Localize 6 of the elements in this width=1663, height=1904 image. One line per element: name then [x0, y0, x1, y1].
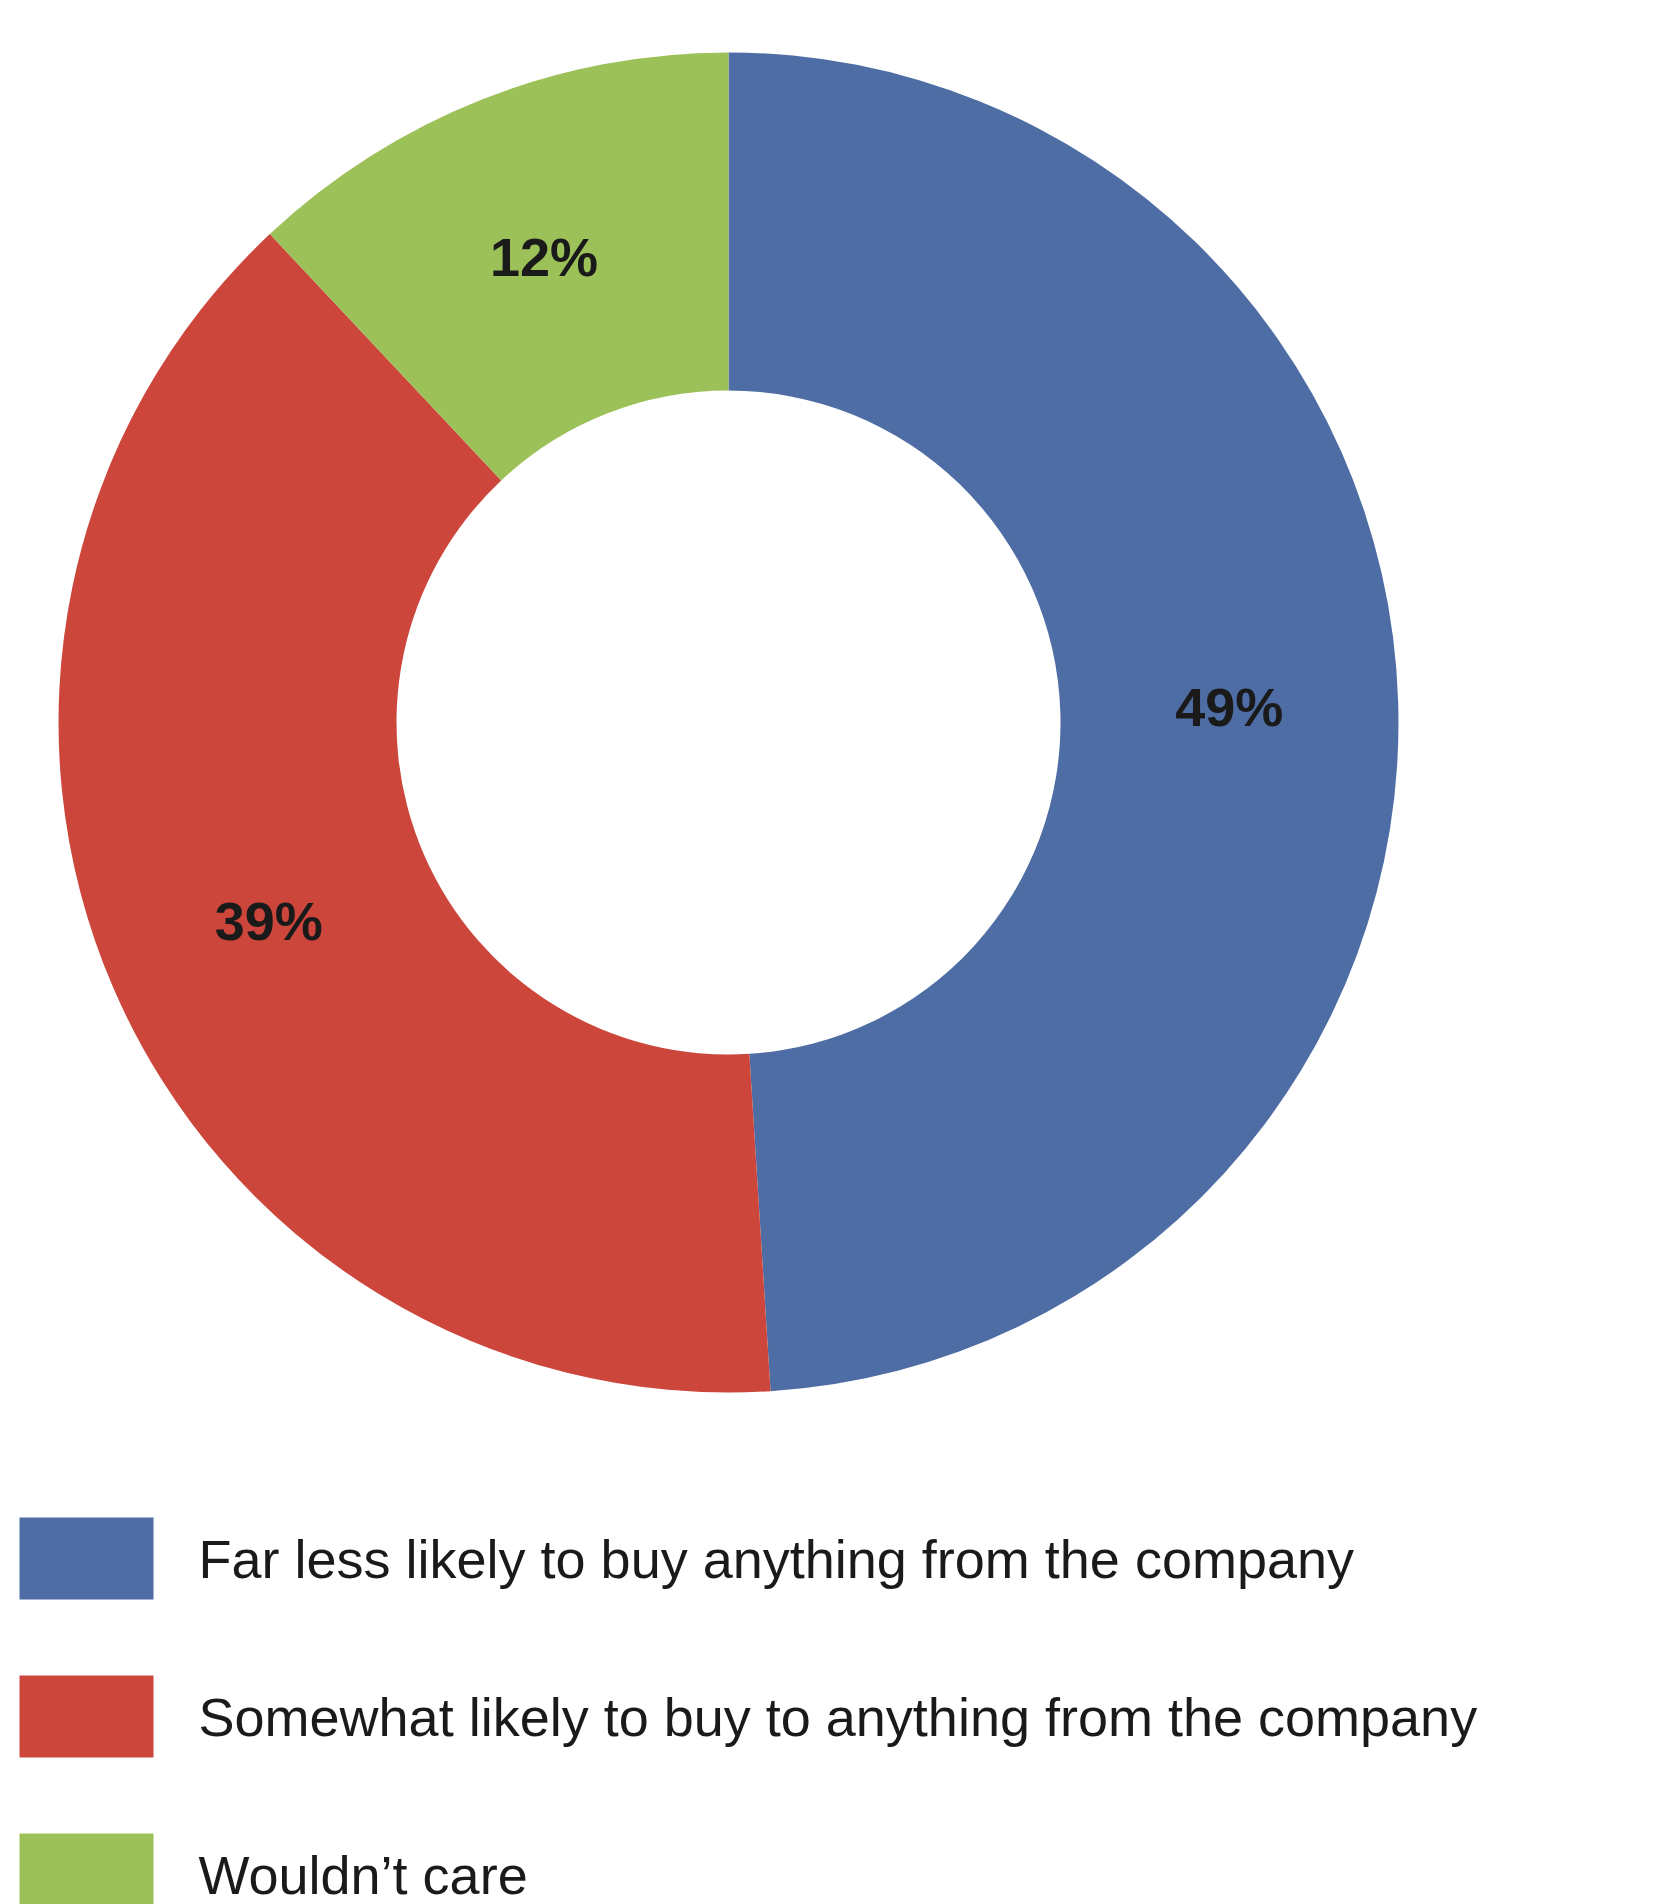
legend-label: Far less likely to buy anything from the company — [198, 1528, 1355, 1589]
legend-label: Somewhat likely to buy to anything from the company — [198, 1686, 1478, 1747]
legend-label: Wouldn’t care — [198, 1844, 528, 1904]
data-label: 49% — [1175, 676, 1284, 737]
data-label: 39% — [214, 891, 323, 952]
data-label: 12% — [490, 226, 599, 287]
